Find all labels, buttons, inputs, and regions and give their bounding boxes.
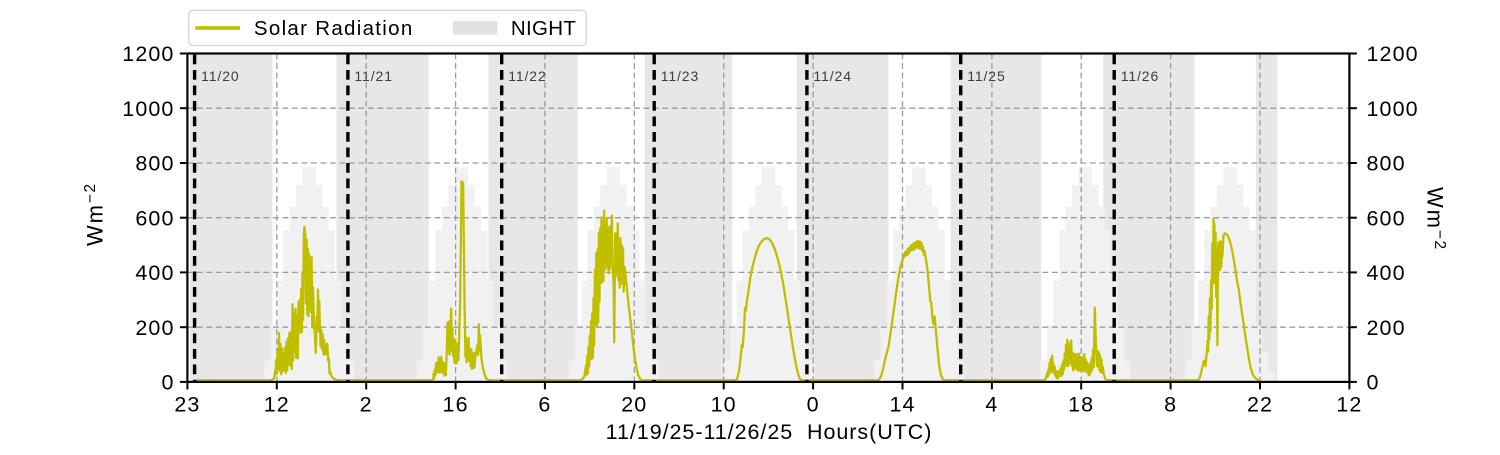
svg-text:14: 14 <box>889 393 915 417</box>
svg-text:2: 2 <box>360 393 373 417</box>
svg-text:400: 400 <box>1367 261 1406 285</box>
svg-text:10: 10 <box>711 393 737 417</box>
svg-text:0: 0 <box>807 393 820 417</box>
svg-text:200: 200 <box>135 316 174 340</box>
svg-text:11/20: 11/20 <box>201 68 240 84</box>
svg-text:11/25: 11/25 <box>967 68 1006 84</box>
svg-text:Solar Radiation: Solar Radiation <box>254 17 414 40</box>
svg-text:11/24: 11/24 <box>813 68 852 84</box>
svg-text:1000: 1000 <box>1367 97 1419 121</box>
svg-text:11/19/25-11/26/25 Hours(UTC): 11/19/25-11/26/25 Hours(UTC) <box>606 420 933 444</box>
svg-text:11/23: 11/23 <box>661 68 700 84</box>
svg-text:800: 800 <box>135 152 174 176</box>
svg-text:6: 6 <box>538 393 551 417</box>
svg-text:600: 600 <box>135 206 174 230</box>
svg-text:4: 4 <box>985 393 998 417</box>
svg-text:11/26: 11/26 <box>1121 68 1160 84</box>
svg-text:1000: 1000 <box>122 97 174 121</box>
svg-text:1200: 1200 <box>1367 42 1419 66</box>
svg-text:1200: 1200 <box>122 42 174 66</box>
svg-text:200: 200 <box>1367 316 1406 340</box>
svg-text:0: 0 <box>1367 371 1380 395</box>
svg-text:11/22: 11/22 <box>508 68 547 84</box>
svg-text:23: 23 <box>174 393 200 417</box>
svg-text:18: 18 <box>1068 393 1094 417</box>
svg-text:12: 12 <box>264 393 290 417</box>
svg-text:400: 400 <box>135 261 174 285</box>
svg-text:11/21: 11/21 <box>354 68 393 84</box>
svg-text:NIGHT: NIGHT <box>511 17 576 40</box>
svg-text:12: 12 <box>1336 393 1362 417</box>
svg-text:600: 600 <box>1367 206 1406 230</box>
svg-text:20: 20 <box>621 393 647 417</box>
svg-text:800: 800 <box>1367 152 1406 176</box>
svg-text:0: 0 <box>161 371 174 395</box>
svg-text:22: 22 <box>1247 393 1273 417</box>
svg-text:8: 8 <box>1164 393 1177 417</box>
svg-text:16: 16 <box>443 393 469 417</box>
